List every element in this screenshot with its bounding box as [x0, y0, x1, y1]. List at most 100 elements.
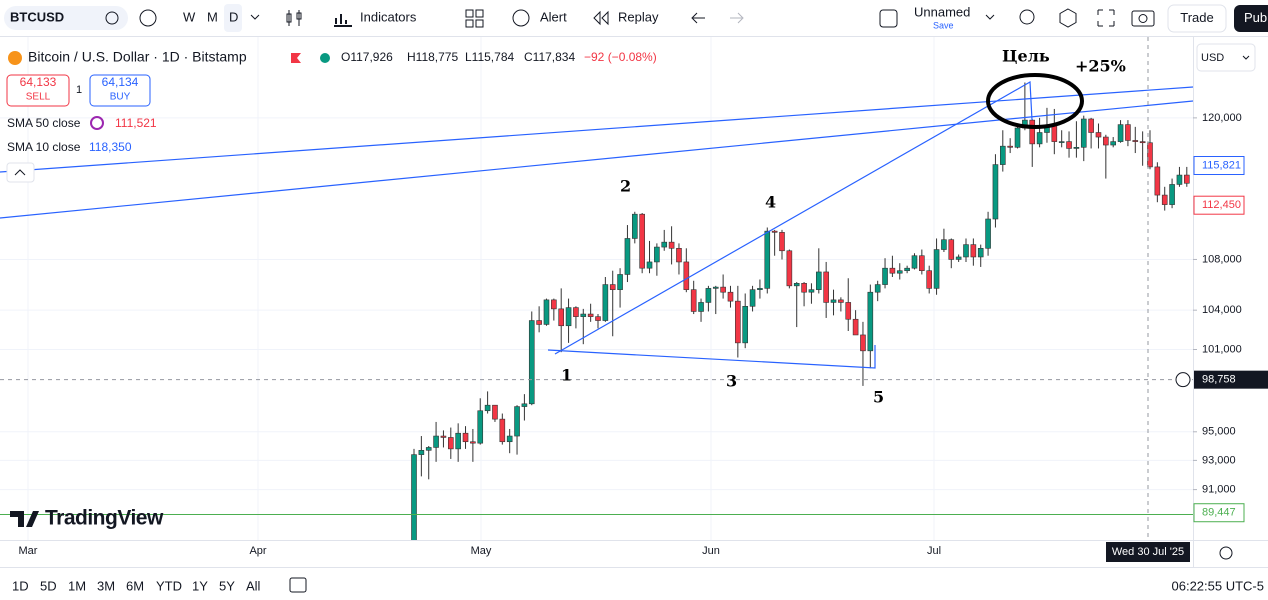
candle-body	[447, 437, 454, 450]
candle-body	[668, 241, 675, 249]
watermark-logo	[10, 511, 39, 527]
candle-body	[462, 432, 469, 443]
sell-label[interactable]: SELL	[26, 92, 51, 103]
publish-button[interactable]: Pub	[1244, 10, 1267, 25]
collapse-legend[interactable]	[6, 162, 35, 183]
snapshot-icon[interactable]	[1131, 10, 1155, 27]
price-tag: 89,447	[1202, 507, 1236, 519]
candle-body	[425, 447, 432, 451]
candle-body	[852, 318, 859, 336]
buy-price[interactable]: 64,134	[102, 75, 139, 89]
timeframe-button[interactable]: 5Y	[219, 578, 235, 593]
alert-button[interactable]: Alert	[540, 9, 567, 24]
toolbar	[0, 0, 1268, 36]
y-tick-label: 120,000	[1202, 112, 1242, 124]
buy-button[interactable]	[89, 74, 151, 107]
indicators-icon[interactable]	[334, 14, 352, 27]
candle-body	[1132, 140, 1139, 142]
candle-body	[455, 432, 461, 450]
x-tick-label: Jul	[927, 545, 941, 557]
candle-body	[484, 404, 491, 412]
publish-button-bg[interactable]	[1234, 5, 1268, 32]
time-axis-settings[interactable]	[1219, 546, 1233, 560]
timeframe-button[interactable]: 1D	[12, 578, 29, 593]
legend-high: H118,775	[407, 50, 458, 64]
layout-name[interactable]: Unnamed	[914, 4, 970, 19]
settings-icon[interactable]	[1059, 8, 1077, 28]
trade-button-bg[interactable]	[1167, 4, 1227, 33]
buy-label[interactable]: BUY	[110, 92, 131, 103]
symbol[interactable]: BTCUSD	[10, 9, 64, 24]
candle-body	[1176, 174, 1183, 185]
indicator-name: SMA 10 close	[7, 140, 81, 154]
crosshair-price-bg	[1194, 370, 1268, 389]
candle-body	[1007, 145, 1013, 148]
timeframe-button[interactable]: 1M	[68, 578, 86, 593]
currency-select[interactable]	[1196, 43, 1256, 72]
legend-close: C117,834	[524, 50, 575, 64]
interval-m[interactable]: M	[207, 9, 218, 24]
quick-search-icon[interactable]	[1019, 9, 1035, 25]
candle-body	[742, 305, 749, 344]
candle-body	[1051, 125, 1058, 142]
candle-body	[705, 288, 712, 303]
candle-body	[690, 289, 697, 312]
price-tag-bg	[1193, 156, 1245, 176]
chart-type-icon[interactable]	[286, 10, 302, 26]
goto-date-icon[interactable]	[289, 577, 307, 593]
replay-icon[interactable]	[593, 10, 609, 26]
alert-icon[interactable]	[512, 9, 530, 27]
candle-body	[565, 307, 572, 327]
flag-icon[interactable]	[291, 53, 301, 63]
candle-body	[1103, 136, 1109, 146]
timeframe-button[interactable]: 5D	[40, 578, 57, 593]
candle-body	[506, 435, 513, 443]
trade-button[interactable]: Trade	[1180, 10, 1213, 25]
layouts-icon[interactable]	[465, 9, 484, 28]
candle-body	[757, 288, 763, 290]
indicators-button[interactable]: Indicators	[360, 9, 417, 24]
candle-body	[440, 435, 447, 438]
add-alert-button[interactable]	[1175, 372, 1191, 388]
candle-body	[521, 403, 528, 407]
btc-icon	[8, 51, 22, 65]
compare-icon[interactable]	[139, 9, 157, 27]
candle-body	[1117, 124, 1124, 142]
clock: 06:22:55 UTC-5	[1172, 578, 1265, 593]
timeframe-button[interactable]: 1Y	[192, 578, 208, 593]
sell-price[interactable]: 64,133	[20, 75, 57, 89]
replay-button[interactable]: Replay	[618, 9, 659, 24]
candle-body	[1088, 118, 1094, 133]
save-label[interactable]: Save	[933, 20, 954, 30]
timeframe-button[interactable]: 6M	[126, 578, 144, 593]
layout-checkbox[interactable]	[879, 9, 898, 28]
layout-dropdown[interactable]	[985, 14, 995, 20]
candle-body	[609, 284, 616, 290]
sell-button[interactable]	[6, 74, 70, 107]
fullscreen-icon[interactable]	[1097, 9, 1115, 27]
candle-body	[815, 271, 822, 290]
timeframe-button[interactable]: All	[246, 578, 261, 593]
candle-body	[727, 291, 734, 302]
interval-d[interactable]: D	[229, 9, 238, 24]
y-tick-label: 104,000	[1202, 304, 1242, 316]
candle-body	[477, 410, 484, 444]
candle-body	[896, 270, 903, 274]
symbol-search-icon[interactable]	[105, 11, 119, 25]
timeframe-button[interactable]: YTD	[156, 578, 182, 593]
redo-icon[interactable]	[730, 12, 744, 24]
undo-icon[interactable]	[691, 12, 705, 24]
candle-body	[1169, 184, 1175, 205]
candle-body	[771, 230, 778, 233]
symbol-box[interactable]	[4, 6, 128, 30]
trend-line	[0, 100, 1193, 219]
timeframe-button[interactable]: 3M	[97, 578, 115, 593]
candle-body	[845, 302, 852, 320]
candle-body	[654, 246, 660, 263]
interval-dropdown[interactable]	[250, 14, 260, 20]
candle-body	[617, 274, 623, 290]
currency[interactable]: USD	[1201, 52, 1224, 64]
candle-body	[992, 164, 999, 220]
interval-w[interactable]: W	[183, 9, 196, 24]
